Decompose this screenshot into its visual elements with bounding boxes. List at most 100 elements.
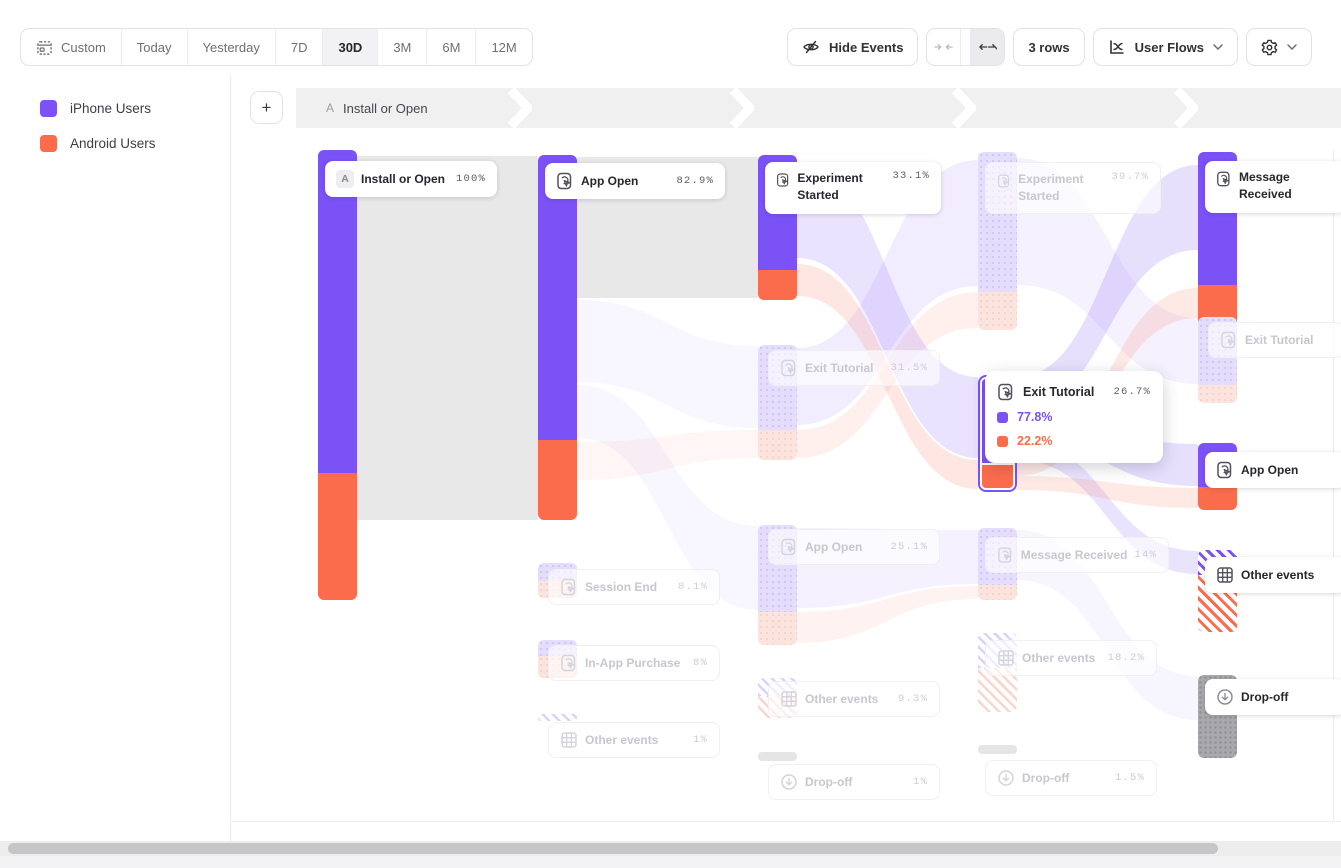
- hide-events-button[interactable]: Hide Events: [787, 28, 919, 66]
- node-other-events-step5[interactable]: Other events: [1205, 557, 1341, 593]
- node-message-received-step5[interactable]: Message Received: [1205, 161, 1341, 213]
- rows-button[interactable]: 3 rows: [1013, 28, 1085, 66]
- node-experiment-started-step3[interactable]: Experiment Started 33.1%: [765, 162, 941, 214]
- tooltip-breakdown-android: 22.2%: [997, 429, 1151, 453]
- date-range-custom[interactable]: Custom: [21, 29, 122, 65]
- grid-icon: [1216, 566, 1234, 584]
- bar-drop-off-step3[interactable]: [758, 752, 797, 761]
- eye-off-icon: [802, 38, 820, 56]
- breadcrumb-chevron-icon: [730, 88, 754, 128]
- breadcrumb-step-letter: A: [326, 101, 335, 115]
- node-value: 9.3%: [897, 693, 928, 705]
- rows-label: 3 rows: [1028, 39, 1070, 55]
- legend-swatch-orange: [40, 135, 57, 152]
- date-range-12m[interactable]: 12M: [476, 29, 531, 65]
- chevron-down-icon: [1213, 44, 1223, 50]
- event-icon: [1216, 170, 1232, 188]
- view-type-dropdown[interactable]: User Flows: [1092, 28, 1238, 66]
- date-range-label: 30D: [338, 39, 363, 55]
- node-exit-tutorial-step3[interactable]: Exit Tutorial 31.5%: [768, 350, 940, 386]
- node-install-or-open[interactable]: A Install or Open 100%: [325, 161, 497, 197]
- node-experiment-started-step4[interactable]: Experiment Started 39.7%: [985, 162, 1161, 214]
- horizontal-scrollbar-thumb[interactable]: [8, 843, 1218, 854]
- event-icon: [560, 654, 578, 672]
- bar-drop-off-step4[interactable]: [978, 745, 1017, 754]
- view-type-label: User Flows: [1134, 39, 1204, 55]
- date-range-label: Custom: [61, 39, 106, 55]
- bar-other-events-step2[interactable]: [538, 714, 577, 721]
- settings-dropdown[interactable]: [1246, 28, 1312, 66]
- tooltip-label: Exit Tutorial: [1023, 385, 1095, 399]
- node-label: Other events: [805, 692, 879, 706]
- date-range-30d[interactable]: 30D: [323, 29, 379, 65]
- date-range-3m[interactable]: 3M: [378, 29, 428, 65]
- hide-events-label: Hide Events: [829, 39, 904, 55]
- node-message-received-step4[interactable]: Message Received 14%: [985, 537, 1169, 573]
- node-app-open-step2[interactable]: App Open 82.9%: [545, 163, 725, 199]
- collapse-columns-icon: [934, 41, 953, 53]
- node-drop-off-step4[interactable]: Drop-off 1.5%: [985, 760, 1157, 796]
- node-app-open-step3[interactable]: App Open 25.1%: [768, 529, 940, 565]
- legend-item-android-users[interactable]: Android Users: [40, 135, 156, 152]
- calendar-icon: [36, 39, 53, 56]
- legend-item-iphone-users[interactable]: iPhone Users: [40, 100, 151, 117]
- node-value: 33.1%: [892, 170, 930, 182]
- node-label: Install or Open: [361, 172, 446, 186]
- node-label: Other events: [1022, 651, 1096, 665]
- date-range-today[interactable]: Today: [122, 29, 188, 65]
- node-value: 1%: [912, 776, 928, 788]
- node-label: Experiment Started: [1018, 172, 1084, 203]
- event-icon: [780, 359, 798, 377]
- node-other-events-step3[interactable]: Other events 9.3%: [768, 681, 940, 717]
- expand-columns-icon: [978, 41, 997, 53]
- event-icon: [1216, 461, 1234, 479]
- node-session-end[interactable]: Session End 8.1%: [548, 569, 720, 605]
- tooltip-breakdown-iphone: 77.8%: [997, 405, 1151, 429]
- node-other-events-step2[interactable]: Other events 1%: [548, 722, 720, 758]
- node-value: 1%: [692, 734, 708, 746]
- node-exit-tutorial-step5[interactable]: Exit Tutorial: [1208, 322, 1341, 358]
- node-drop-off-step3[interactable]: Drop-off 1%: [768, 764, 940, 800]
- breadcrumb-step-a[interactable]: A Install or Open: [326, 88, 428, 128]
- node-other-events-step4[interactable]: Other events 18.2%: [985, 640, 1157, 676]
- node-value: 18.2%: [1107, 652, 1145, 664]
- node-value: 100%: [455, 173, 486, 185]
- date-range-label: 3M: [393, 39, 412, 55]
- legend-swatch-orange: [997, 435, 1008, 447]
- node-value: 14%: [1134, 549, 1157, 561]
- date-range-6m[interactable]: 6M: [427, 29, 477, 65]
- bar-app-open-step2[interactable]: [538, 155, 577, 520]
- date-range-yesterday[interactable]: Yesterday: [188, 29, 276, 65]
- date-range-label: 12M: [491, 39, 517, 55]
- grid-icon: [997, 649, 1015, 667]
- date-range-group: Custom Today Yesterday 7D 30D 3M 6M 12M: [20, 28, 533, 66]
- node-app-open-step5[interactable]: App Open: [1205, 452, 1341, 488]
- event-icon: [997, 172, 1011, 190]
- chevron-down-icon: [1287, 44, 1297, 50]
- node-in-app-purchase[interactable]: In-App Purchase 8%: [548, 645, 720, 681]
- bar-install-or-open[interactable]: [318, 150, 357, 600]
- node-drop-off-step5[interactable]: Drop-off: [1205, 679, 1341, 715]
- add-step-button[interactable]: +: [250, 91, 283, 124]
- user-flows-icon: [1108, 38, 1126, 56]
- node-label: App Open: [1241, 463, 1299, 477]
- node-value: 25.1%: [890, 541, 928, 553]
- event-icon: [997, 546, 1014, 564]
- drop-off-icon: [1216, 688, 1234, 706]
- node-label: Drop-off: [805, 775, 853, 789]
- node-label: Message Received: [1020, 548, 1128, 562]
- date-range-label: Yesterday: [202, 39, 260, 55]
- collapse-columns-button[interactable]: [927, 29, 962, 65]
- node-value: 8.1%: [677, 581, 708, 593]
- breakdown-value: 77.8%: [1017, 410, 1053, 424]
- sidebar-divider: [230, 75, 231, 841]
- drop-off-icon: [997, 769, 1015, 787]
- node-label: Other events: [1241, 568, 1315, 582]
- date-range-7d[interactable]: 7D: [276, 29, 324, 65]
- node-label: Session End: [585, 580, 658, 594]
- node-value: 8%: [692, 657, 708, 669]
- node-label: App Open: [581, 174, 639, 188]
- expand-columns-button[interactable]: [970, 29, 1005, 65]
- node-value: 39.7%: [1111, 171, 1149, 183]
